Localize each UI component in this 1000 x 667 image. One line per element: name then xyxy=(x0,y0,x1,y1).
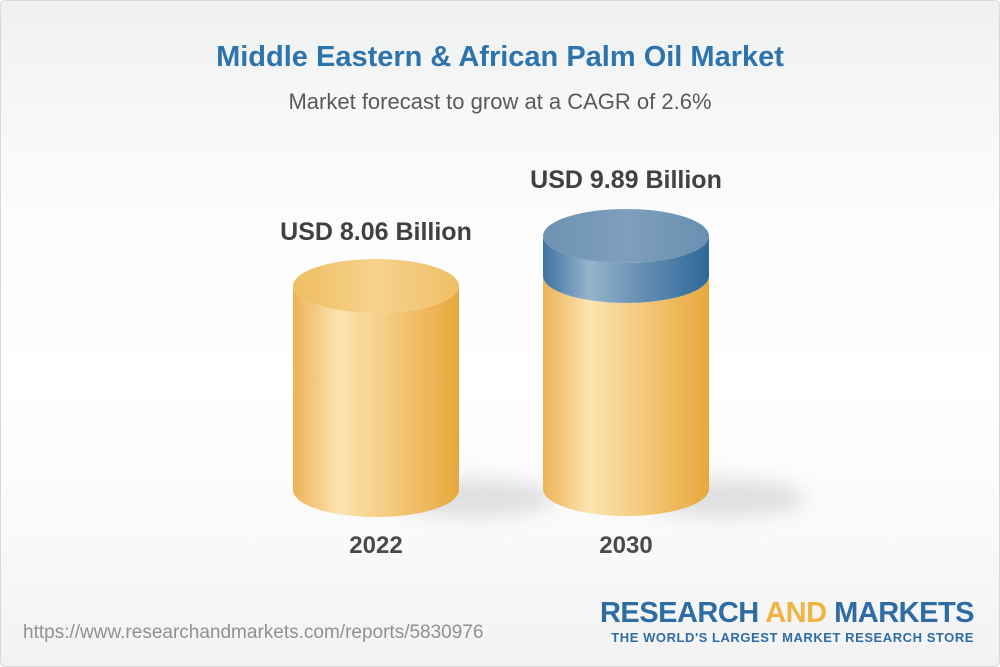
logo-tagline: THE WORLD'S LARGEST MARKET RESEARCH STOR… xyxy=(611,630,974,646)
bar-value-label-2022: USD 8.06 Billion xyxy=(280,218,472,246)
cylinder-top-face xyxy=(293,259,459,313)
cylinder-top-face xyxy=(543,209,709,263)
bar-year-label-2030: 2030 xyxy=(599,532,653,559)
cylinder-gold-segment xyxy=(293,286,459,517)
bar-cylinder-2030 xyxy=(543,209,709,516)
logo-word-and: AND xyxy=(765,597,827,629)
logo-researchandmarkets: RESEARCH AND MARKETS THE WORLD'S LARGEST… xyxy=(599,597,975,646)
bar-value-label-2030: USD 9.89 Billion xyxy=(530,166,722,194)
logo-word-research: RESEARCH xyxy=(599,597,759,629)
logo-word-markets: MARKETS xyxy=(834,597,974,629)
cylinder-gold-segment xyxy=(543,276,709,516)
bar-cylinder-2022 xyxy=(293,259,459,517)
page-subtitle: Market forecast to grow at a CAGR of 2.6… xyxy=(288,89,712,114)
source-url: https://www.researchandmarkets.com/repor… xyxy=(23,622,484,643)
page-title: Middle Eastern & African Palm Oil Market xyxy=(216,41,784,73)
bar-year-label-2022: 2022 xyxy=(349,532,403,559)
logo-wordmark: RESEARCH AND MARKETS xyxy=(599,597,975,629)
cylinder-blue-segment xyxy=(543,236,709,303)
